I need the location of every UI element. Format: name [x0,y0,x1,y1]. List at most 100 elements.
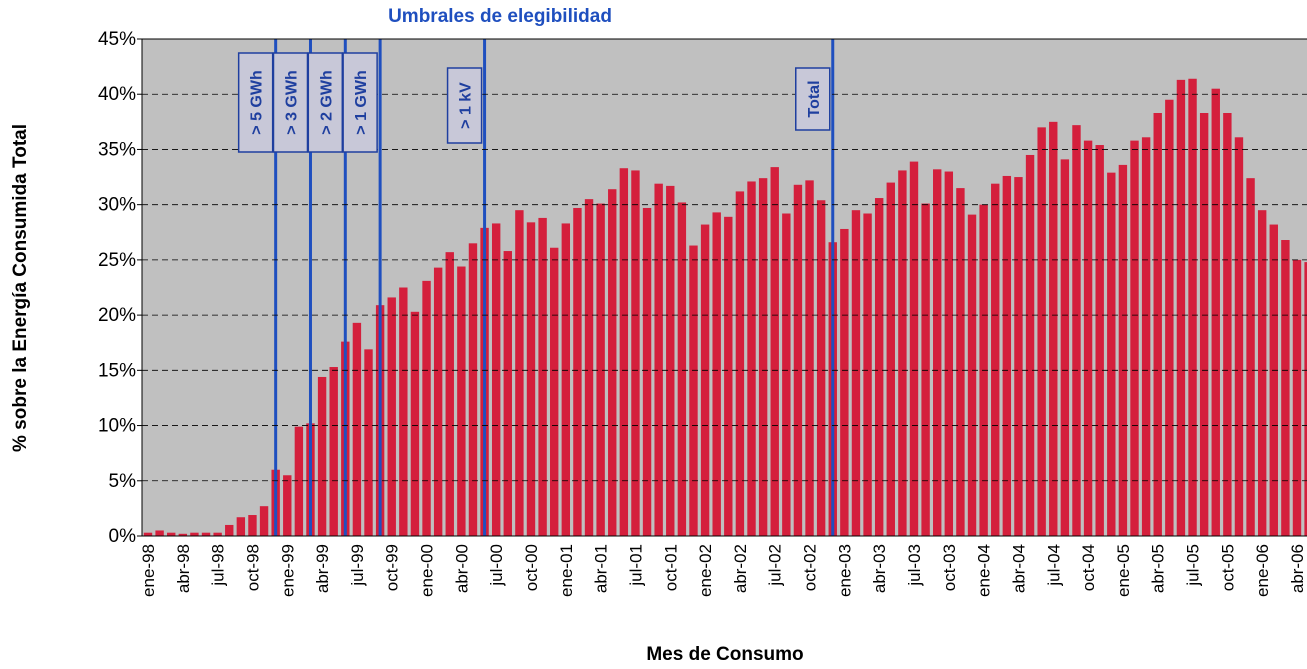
y-tick-label: 10% [98,416,136,437]
x-tick-label: ene-03 [835,544,854,597]
x-tick-label: oct-05 [1218,544,1237,591]
x-tick-label: ene-99 [278,544,297,597]
bar [1014,177,1023,537]
bar [956,188,965,536]
bar [491,223,501,537]
annotation-box [342,52,378,153]
bar [550,247,559,537]
bar [596,203,605,536]
bar [201,532,211,536]
x-tick-label: oct-03 [940,544,959,591]
bar [1292,259,1302,536]
bar [584,199,594,536]
bar [155,530,164,536]
bar [642,207,652,537]
bar [1223,112,1232,537]
bar [445,252,454,536]
y-axis-title: % sobre la Energía Consumida Total [10,124,31,452]
y-tick-label: 45% [98,29,136,50]
x-tick-label: oct-98 [243,544,262,591]
bar [863,213,872,536]
bar [503,251,512,536]
bar [1049,121,1058,536]
bar [1234,137,1244,536]
bar [468,243,478,537]
bar [619,168,629,536]
x-tick-label: jul-02 [766,544,785,587]
x-tick-label: abr-04 [1009,544,1028,593]
bar [1002,175,1012,536]
x-tick-label: ene-06 [1253,544,1272,597]
bar [283,475,292,536]
bar [294,426,304,536]
bar [1304,262,1307,536]
y-tick-label: 40% [98,84,136,105]
bar [1083,140,1093,536]
annotation-box [272,52,309,153]
x-axis-title: Mes de Consumo [646,644,803,665]
x-tick-label: jul-01 [626,544,645,587]
bar [190,532,199,536]
bar [352,322,362,536]
bar [1095,145,1104,536]
x-tick-label: oct-00 [522,544,541,591]
bar [677,202,687,537]
x-tick-label: abr-01 [592,544,611,593]
y-tick-label: 20% [98,305,136,326]
annotation-label: > 1 kV [458,82,475,129]
y-tick-label: 5% [109,471,137,492]
annotation-box [795,67,831,131]
bar [735,191,745,536]
bar [747,181,756,536]
bar [143,532,153,536]
bar [573,207,582,537]
x-tick-label: abr-05 [1149,544,1168,593]
bar [689,245,698,536]
bar [1257,210,1267,536]
x-tick-label: abr-02 [731,544,750,593]
bar [1199,112,1209,537]
bar [399,287,408,536]
x-tick-label: ene-05 [1114,544,1133,597]
bar [944,171,954,537]
bar [317,376,327,536]
bar [782,213,791,536]
bar [770,167,779,537]
bar [225,524,234,536]
bar [1153,112,1162,537]
annotation-box [237,52,274,153]
x-tick-label: ene-02 [696,544,715,597]
annotation-label: > 1 GWh [353,70,370,134]
y-tick-label: 0% [109,526,137,547]
x-tick-label: ene-01 [557,544,576,597]
bar [793,184,803,536]
x-tick-label: jul-03 [905,544,924,587]
bar [1025,154,1035,536]
x-tick-label: abr-98 [174,544,193,593]
bar [933,169,942,536]
bar [840,228,849,536]
bar [724,216,733,536]
x-tick-label: abr-03 [870,544,889,593]
x-tick-label: oct-99 [383,544,402,591]
bar [991,183,1000,536]
bar [712,212,721,537]
annotation-label: Total [806,80,823,117]
bar [457,266,466,536]
bar [1118,164,1128,536]
bar [364,349,373,536]
y-tick-label: 35% [98,139,136,160]
x-tick-label: jul-98 [209,544,228,587]
x-tick-label: jul-99 [348,544,367,587]
bar [1176,79,1186,536]
bar [886,182,895,537]
bar [758,178,768,536]
bar [422,280,431,536]
y-tick-label: 25% [98,250,136,271]
bar [1130,140,1139,536]
bar [851,210,861,536]
bar [433,267,443,536]
bar [561,223,571,537]
chart-title: Umbrales de elegibilidad [388,6,612,27]
bar [515,210,524,536]
